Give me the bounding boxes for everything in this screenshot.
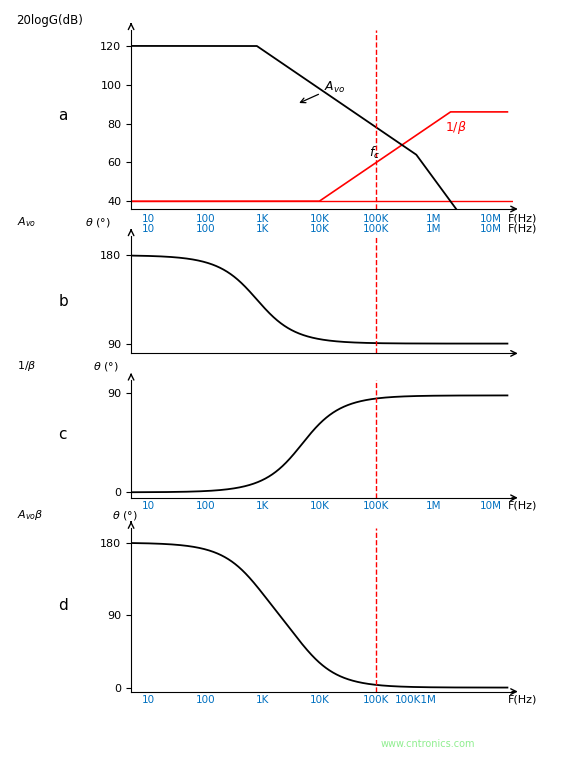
Text: c: c — [59, 427, 67, 442]
Text: 10K: 10K — [310, 214, 329, 224]
Text: 100: 100 — [196, 695, 215, 705]
Text: 10K: 10K — [310, 223, 329, 233]
Text: b: b — [59, 294, 68, 309]
Text: www.cntronics.com: www.cntronics.com — [380, 739, 475, 749]
Text: 1M: 1M — [426, 214, 441, 224]
Text: 10K: 10K — [310, 695, 329, 705]
Text: 1M: 1M — [426, 501, 441, 511]
Text: 10: 10 — [142, 695, 155, 705]
Text: 10M: 10M — [479, 223, 501, 233]
Text: 10K: 10K — [310, 501, 329, 511]
Text: $A_{vo}\beta$: $A_{vo}\beta$ — [17, 508, 43, 521]
Text: F(Hz): F(Hz) — [507, 214, 537, 224]
Text: 1K: 1K — [255, 695, 269, 705]
Text: 100K: 100K — [363, 501, 389, 511]
Text: 1M: 1M — [426, 223, 441, 233]
Text: 100K1M: 100K1M — [395, 695, 437, 705]
Text: 1K: 1K — [255, 214, 269, 224]
Text: 10M: 10M — [479, 501, 501, 511]
Text: 100K: 100K — [363, 223, 389, 233]
Text: F(Hz): F(Hz) — [507, 501, 537, 511]
Text: 100: 100 — [196, 214, 215, 224]
Text: 100K: 100K — [363, 214, 389, 224]
Text: $A_{vo}$: $A_{vo}$ — [17, 215, 36, 229]
Text: $\theta$ (°): $\theta$ (°) — [112, 508, 138, 521]
Text: 10: 10 — [142, 501, 155, 511]
Text: 100K: 100K — [363, 695, 389, 705]
Text: d: d — [59, 598, 68, 613]
Text: $\theta$ (°): $\theta$ (°) — [93, 360, 119, 373]
Text: $\theta$ (°): $\theta$ (°) — [86, 216, 111, 229]
Text: $1/\beta$: $1/\beta$ — [17, 359, 36, 373]
Text: 10: 10 — [142, 214, 155, 224]
Text: 20logG(dB): 20logG(dB) — [17, 14, 83, 27]
Text: 10M: 10M — [479, 214, 501, 224]
Text: $A_{vo}$: $A_{vo}$ — [300, 80, 345, 103]
Text: a: a — [59, 108, 68, 122]
Text: 1K: 1K — [255, 501, 269, 511]
Text: $f_c$: $f_c$ — [369, 144, 380, 160]
Text: 100: 100 — [196, 223, 215, 233]
Text: $1/\beta$: $1/\beta$ — [445, 119, 467, 136]
Text: F(Hz): F(Hz) — [507, 695, 537, 705]
Text: F(Hz): F(Hz) — [507, 223, 537, 233]
Text: 100: 100 — [196, 501, 215, 511]
Text: 10: 10 — [142, 223, 155, 233]
Text: 1K: 1K — [255, 223, 269, 233]
